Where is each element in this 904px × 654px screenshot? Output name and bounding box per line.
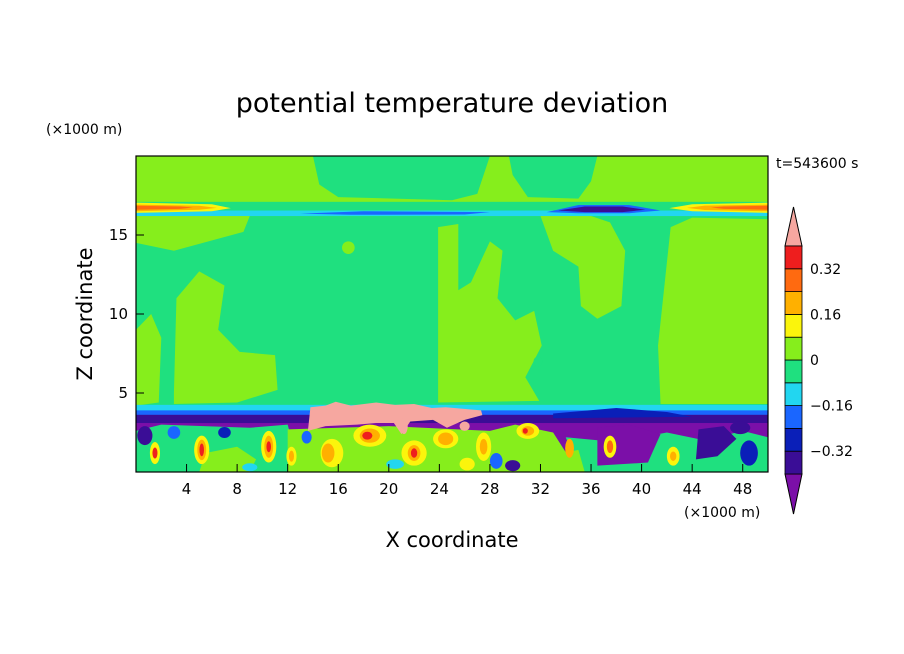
colorbar-upper-extend	[784, 206, 803, 247]
upper-sea-green-lobe	[312, 156, 490, 201]
mid-light-green-patch	[136, 216, 250, 251]
time-label: t=543600 s	[776, 156, 858, 172]
y-tick-label: 15	[109, 226, 128, 244]
x-tick-label: 12	[278, 480, 297, 498]
tropopause-sea-band	[136, 201, 768, 211]
mid-light-green-patch	[173, 271, 278, 405]
colorbar-label: −0.32	[810, 444, 853, 460]
warm-plume-tail	[400, 418, 408, 435]
contour-field	[136, 156, 768, 472]
mid-sea-green-speck	[533, 356, 543, 367]
warm-plume-tail	[459, 421, 470, 431]
turbulence-cold-cell	[730, 421, 751, 435]
turbulence-warm-cell	[670, 451, 677, 461]
y-axis-ticks: 5 10 15	[109, 226, 144, 402]
colorbar-swatch	[784, 245, 803, 270]
x-tick-label: 32	[531, 480, 550, 498]
colorbar-lower-extend	[784, 473, 803, 515]
turbulence-cold-cell	[218, 426, 231, 439]
x-tick-label: 4	[182, 480, 192, 498]
turbulence-cold-cell	[489, 453, 503, 469]
colorbar-swatch	[784, 450, 803, 475]
turbulence-warm-cell	[438, 432, 454, 446]
turbulence-cold-cell	[301, 430, 312, 444]
turbulence-cold-cell	[137, 426, 153, 446]
colorbar-swatch	[784, 427, 803, 452]
tropopause-warm-band-right	[711, 205, 768, 210]
x-unit-label: (×1000 m)	[684, 505, 760, 521]
turbulence-cold-cell	[242, 463, 258, 472]
turbulence-warm-cell	[152, 447, 158, 459]
x-tick-label: 24	[430, 480, 449, 498]
turbulence-cold-cell	[740, 440, 758, 466]
x-tick-label: 16	[329, 480, 348, 498]
turbulence-cold-cell	[386, 459, 404, 469]
turbulence-warm-cell	[459, 457, 475, 471]
colorbar-swatch	[784, 382, 803, 406]
turbulence-cold-cell	[167, 426, 181, 439]
turbulence-warm-cell	[199, 443, 205, 457]
colorbar-label: −0.16	[810, 399, 853, 415]
tropopause-blue-streak	[300, 211, 490, 215]
turbulence-warm-cell	[565, 438, 574, 458]
x-tick-label: 44	[683, 480, 702, 498]
y-axis-label: Z coordinate	[73, 247, 97, 380]
colorbar-swatch	[784, 313, 803, 338]
tropopause-cold-band	[558, 206, 646, 213]
colorbar-label: 0.16	[810, 307, 841, 323]
x-tick-label: 8	[232, 480, 242, 498]
x-axis-ticks: 4 8 12 16 20 24 28 32 36 40 44 48	[182, 464, 752, 498]
y-tick-label: 10	[109, 305, 128, 323]
tropopause-warm-band-left	[136, 205, 193, 210]
colorbar-swatch	[784, 291, 803, 315]
x-tick-label: 48	[733, 480, 752, 498]
chart-title: potential temperature deviation	[236, 88, 668, 119]
y-tick-label: 5	[118, 384, 128, 402]
turbulence-cell	[559, 449, 585, 472]
colorbar-swatch	[784, 405, 803, 429]
turbulence-warm-cell	[288, 450, 294, 462]
turbulence-warm-cell	[266, 441, 271, 453]
turbulence-cold-cell	[695, 426, 737, 460]
mid-light-green-patch	[658, 217, 768, 405]
y-unit-label: (×1000 m)	[46, 122, 122, 138]
colorbar-label: 0.32	[810, 262, 841, 278]
warm-plume	[307, 401, 483, 435]
turbulence-warm-cell	[321, 443, 335, 463]
turbulence-warm-cell	[410, 448, 418, 458]
x-tick-label: 40	[632, 480, 651, 498]
turbulence-warm-cell	[479, 438, 488, 455]
x-tick-label: 28	[480, 480, 499, 498]
mid-light-green-patch	[540, 216, 626, 319]
boundary-cap-bulge	[553, 408, 693, 419]
mid-light-green-patch	[136, 314, 162, 406]
colorbar-swatch	[784, 336, 803, 361]
mid-light-green-speck	[342, 241, 355, 254]
upper-sea-green-lobe	[508, 156, 598, 199]
turbulence-cold-cell	[505, 460, 521, 472]
turbulence-warm-cell	[362, 431, 373, 440]
turbulence-cell	[199, 446, 257, 472]
x-tick-label: 20	[379, 480, 398, 498]
colorbar-label: 0	[810, 353, 819, 369]
plot-frame	[135, 155, 769, 473]
turbulence-warm-cell	[606, 440, 614, 454]
colorbar-swatch	[784, 268, 803, 292]
colorbar: 0.32 0.16 0 −0.16 −0.32	[784, 206, 853, 515]
mid-light-green-patch	[438, 223, 542, 403]
colorbar-swatch	[784, 359, 803, 384]
x-tick-label: 36	[581, 480, 600, 498]
x-axis-label: X coordinate	[385, 528, 518, 552]
turbulence-warm-cell	[522, 428, 528, 434]
